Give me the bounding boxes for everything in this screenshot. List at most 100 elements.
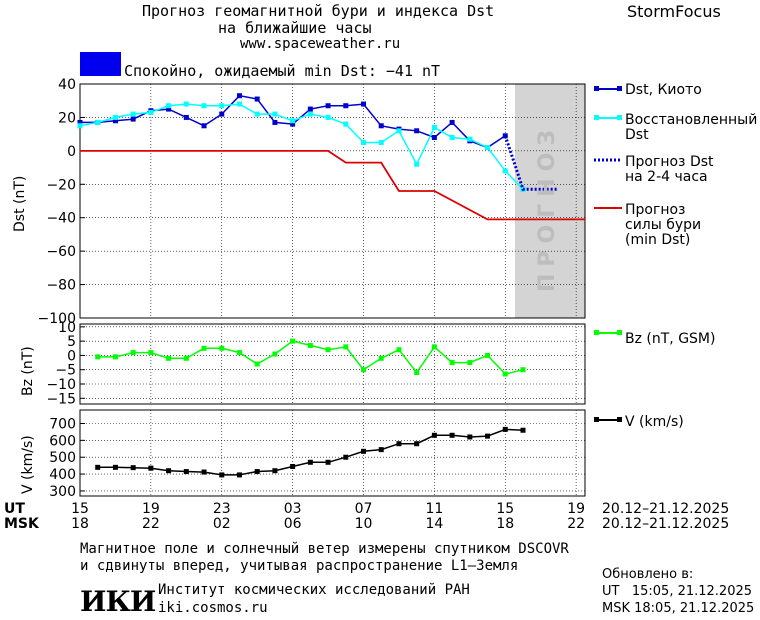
dst-series-0-point: [307, 106, 313, 112]
dst-series-3-line: [80, 149, 585, 221]
v-series-0-point: [449, 432, 455, 438]
bz-series-0-point: [396, 347, 402, 353]
ut-tick-label: 19: [567, 501, 585, 517]
v-series-0-point: [183, 469, 189, 475]
dst-series-1-point: [449, 134, 455, 140]
msk-tick-label: 02: [213, 516, 231, 532]
bz-series-0-point: [485, 352, 491, 358]
bz-grid: [80, 324, 585, 404]
dst-series-1-point: [166, 103, 172, 109]
dst-ytick-label: −80: [46, 278, 76, 294]
dst-ytick-label: 20: [58, 110, 76, 126]
bz-series-0-point: [148, 350, 154, 356]
legend-label-v: V (km/s): [625, 414, 684, 430]
dst-series-1-point: [272, 111, 278, 117]
legend-restored-dst: Восстановленный Dst: [594, 112, 757, 143]
legend-label-storm-2: силы бури: [625, 217, 701, 233]
updated-label: Обновлено в:: [602, 567, 694, 582]
ut-axis-label: UT: [4, 501, 25, 517]
v-series-0-point: [378, 447, 384, 453]
dst-series-1-point: [183, 101, 189, 107]
v-series-0-point: [431, 432, 437, 438]
dst-series-0-point: [272, 119, 278, 125]
bz-series-0-point: [325, 347, 331, 353]
dst-ytick-label: −100: [38, 311, 76, 327]
dst-series-1-point: [396, 128, 402, 134]
dst-series-0-point: [254, 96, 260, 102]
dst-ytick-label: 40: [58, 77, 76, 93]
dst-series-1-point: [219, 103, 225, 109]
v-series-0-point: [95, 464, 101, 470]
dst-series-0-point: [130, 116, 136, 122]
dst-series-1-point: [467, 136, 473, 142]
legend-label-forecast-1: Прогноз Dst: [625, 154, 714, 170]
legend-dst-forecast: Прогноз Dst на 2-4 часа: [594, 154, 714, 185]
v-series-0-point: [325, 459, 331, 465]
v-ylabel: V (km/s): [20, 435, 36, 494]
dst-ytick-label: 0: [67, 144, 76, 160]
institute-url[interactable]: iki.cosmos.ru: [158, 600, 268, 616]
dst-series-0-point: [219, 111, 225, 117]
dst-series-0-point: [290, 121, 296, 127]
dst-series-1-point: [254, 111, 260, 117]
site-url[interactable]: www.spaceweather.ru: [240, 36, 401, 52]
bz-ytick-label: 0: [67, 348, 76, 364]
dst-ytick-label: −20: [46, 177, 76, 193]
dst-ytick-label: −40: [46, 211, 76, 227]
dst-series-0-point: [449, 119, 455, 125]
ut-tick-label: 11: [425, 501, 443, 517]
bz-series-0-point: [112, 354, 118, 360]
status-color-box: [80, 52, 121, 76]
bz-ytick-label: 10: [58, 320, 76, 336]
bz-series-0-point: [414, 370, 420, 376]
dst-series-1-line: [79, 103, 524, 190]
bz-series-0-point: [361, 367, 367, 373]
dst-series-0-point: [183, 114, 189, 120]
msk-tick-label: 14: [425, 516, 443, 532]
bz-series-0-point: [378, 355, 384, 361]
dst-series-0-point: [325, 103, 331, 109]
v-series-0-point: [307, 459, 313, 465]
ut-range: 20.12–21.12.2025: [602, 501, 729, 517]
dst-series-0-point: [201, 123, 207, 129]
bz-series-0-point: [219, 345, 225, 351]
bz-plot-frame: [79, 323, 586, 405]
msk-tick-label: 22: [142, 516, 160, 532]
v-series-0-point: [520, 427, 526, 433]
v-series-0-point: [166, 468, 172, 474]
ut-tick-label: 15: [496, 501, 514, 517]
v-series-0-point: [272, 468, 278, 474]
v-series-0-point: [414, 441, 420, 447]
forecast-band: [515, 84, 585, 318]
time-axis: UT MSK 15181922230203060710111415181922 …: [4, 501, 729, 532]
v-series-0-point: [112, 464, 118, 470]
legend-label-storm-1: Прогноз: [625, 202, 686, 218]
bz-series-0-point: [254, 361, 260, 367]
legend-label-dst-kyoto: Dst, Киото: [625, 82, 702, 98]
bz-series-0-point: [502, 371, 508, 377]
v-ytick-label: 500: [49, 450, 76, 466]
v-ytick-label: 700: [49, 416, 76, 432]
dst-series-1-point: [77, 123, 83, 129]
legend-storm-forecast: Прогноз силы бури (min Dst): [594, 202, 701, 248]
dst-series-1-point: [378, 140, 384, 145]
dst-series-0-point: [112, 118, 118, 124]
v-series-0-point: [485, 433, 491, 439]
bz-series-0-point: [183, 355, 189, 361]
msk-axis-label: MSK: [4, 516, 40, 532]
bz-series-0-point: [449, 360, 455, 366]
bz-series-0-point: [236, 350, 242, 356]
legend: Dst, Киото Восстановленный Dst Прогноз D…: [594, 82, 757, 430]
legend-label-storm-3: (min Dst): [625, 232, 690, 248]
bz-series-0-point: [130, 350, 136, 356]
v-series-0-point: [201, 469, 207, 475]
legend-label-bz: Bz (nT, GSM): [625, 331, 715, 347]
dst-series-1-point: [485, 145, 491, 151]
bz-ylabel: Bz (nT): [20, 346, 36, 396]
msk-tick-label: 18: [496, 516, 514, 532]
